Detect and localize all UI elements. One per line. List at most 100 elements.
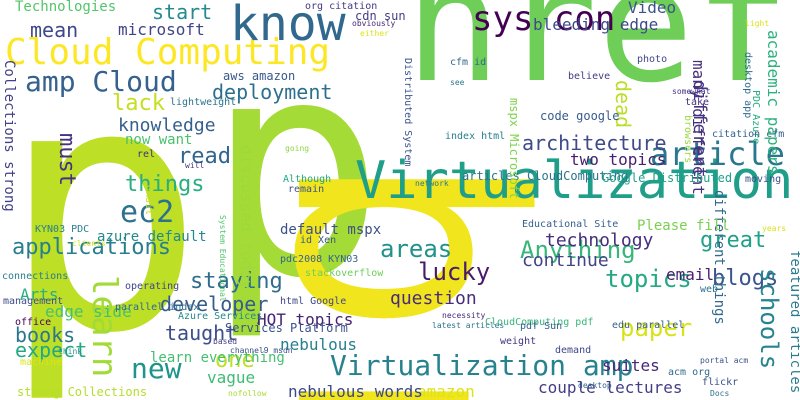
cloud-word: channel9 msdn <box>230 346 293 355</box>
cloud-word: pdc2008 KYN03 <box>280 254 359 265</box>
cloud-word: KYN03 PDC <box>35 224 90 235</box>
cloud-word: html Google <box>280 296 347 307</box>
cloud-word: weight <box>500 336 537 347</box>
cloud-word: moving <box>745 174 782 185</box>
cloud-word: ec2 <box>120 195 175 230</box>
cloud-word: blogs <box>712 266 779 291</box>
cloud-word: staying <box>190 269 283 294</box>
cloud-word: CloudComputing pdf <box>485 317 594 328</box>
cloud-word: different <box>689 80 710 178</box>
cloud-word: continue <box>522 250 609 271</box>
cloud-word: network <box>415 179 449 188</box>
cloud-word: suites <box>602 356 660 375</box>
cloud-word: vague <box>207 368 256 387</box>
cloud-word: citation cfm <box>712 129 785 140</box>
cloud-word: great <box>700 228 767 253</box>
cloud-word: two topics <box>570 150 667 169</box>
cloud-word: mspx Microsoft <box>507 98 521 200</box>
cloud-word: things <box>125 172 205 197</box>
cloud-word: architecture <box>522 131 667 155</box>
cloud-word: Cloud Computing <box>5 32 331 73</box>
cloud-word: many different <box>689 60 708 195</box>
cloud-word: photo <box>637 54 668 65</box>
cloud-word: one <box>215 348 255 373</box>
cloud-word: lucky <box>418 258 491 286</box>
cloud-word: must <box>54 133 79 186</box>
cloud-word: amazon <box>417 382 475 400</box>
cloud-word: org citation <box>305 1 378 12</box>
cloud-word: amp Cloud <box>25 65 177 98</box>
cloud-word: Educational Site <box>522 219 619 230</box>
cloud-word: lightweight <box>170 97 237 108</box>
cloud-word: deployment <box>212 80 333 104</box>
cloud-word: learn <box>84 275 124 378</box>
cloud-word: edu parallel <box>612 320 685 331</box>
cloud-word: desktop app <box>742 52 753 119</box>
cloud-word: Google Distributed <box>602 171 733 185</box>
cloud-word: bleeding edge <box>533 15 659 34</box>
cloud-word: Video <box>628 0 677 17</box>
cloud-word: rel <box>137 149 156 160</box>
cloud-word: nebulous words <box>288 382 423 400</box>
cloud-word: strong Collections <box>17 385 148 399</box>
cloud-word: based <box>213 337 238 346</box>
cloud-word: schools <box>755 268 783 370</box>
cloud-word: machine <box>20 357 63 368</box>
cloud-word: taught <box>165 321 238 345</box>
cloud-word: pdf Sun <box>520 321 563 332</box>
cloud-word: remain <box>288 184 325 195</box>
cloud-word: lack <box>112 91 165 116</box>
cloud-word: sys con <box>472 0 616 39</box>
cloud-word: id Xen <box>300 235 337 246</box>
cloud-word: Although <box>283 174 332 185</box>
cloud-word: Virtualization amp <box>330 349 634 382</box>
cloud-word: Docs <box>710 389 730 398</box>
cloud-word: Azure Services <box>178 311 263 322</box>
cloud-word: discussed today <box>237 145 256 290</box>
cloud-word: cdn sun <box>355 9 406 23</box>
cloud-word: different things <box>711 190 727 325</box>
cloud-word: GMail <box>143 185 154 216</box>
cloud-word: light <box>745 19 770 28</box>
cloud-word: necessity <box>442 311 486 320</box>
cloud-word: stackoverflow <box>305 268 384 279</box>
cloud-word: p <box>0 12 205 400</box>
cloud-word: PDC Azure <box>750 90 761 145</box>
cloud-word: couple lectures <box>538 378 683 397</box>
cloud-word: web <box>700 284 719 295</box>
cloud-word: Collections strong <box>1 60 17 212</box>
cloud-word: edge side <box>45 302 132 321</box>
cloud-word: parallel index <box>115 302 200 313</box>
cloud-word: articles CloudComputing <box>462 169 629 183</box>
cloud-word: code google <box>540 109 620 123</box>
cloud-word: academic papers <box>764 30 783 175</box>
cloud-word: mean <box>30 18 79 42</box>
cloud-word: developer <box>160 292 269 316</box>
cloud-word: Please fill <box>637 218 730 234</box>
cloud-word: demand <box>555 345 592 356</box>
cloud-word: areas <box>380 235 453 263</box>
cloud-word: p <box>205 0 386 344</box>
cloud-word: Technologies <box>15 0 117 15</box>
cloud-word: management <box>3 296 64 307</box>
cloud-word: azure default <box>97 229 207 245</box>
cloud-word: new <box>131 352 182 385</box>
cloud-word: topics <box>605 265 692 293</box>
cloud-word: connections <box>2 271 69 282</box>
cloud-word: see <box>450 78 465 87</box>
cloud-word: now want <box>125 132 193 148</box>
cloud-word: portal acm <box>700 356 749 365</box>
cloud-word: flickr <box>702 377 739 388</box>
cloud-word: Virtualization <box>355 151 794 211</box>
cloud-word: technology <box>545 230 654 251</box>
cloud-word: default mspx <box>280 222 382 238</box>
cloud-word: years <box>762 224 787 233</box>
cloud-word: Services Platform <box>225 321 348 335</box>
cloud-word: aws amazon <box>223 69 296 83</box>
cloud-word: operating <box>125 281 180 292</box>
cloud-word: nofollow <box>228 389 267 398</box>
cloud-word: email <box>666 265 715 284</box>
cloud-word: believe <box>568 71 611 82</box>
cloud-word: latest articles <box>432 321 505 330</box>
